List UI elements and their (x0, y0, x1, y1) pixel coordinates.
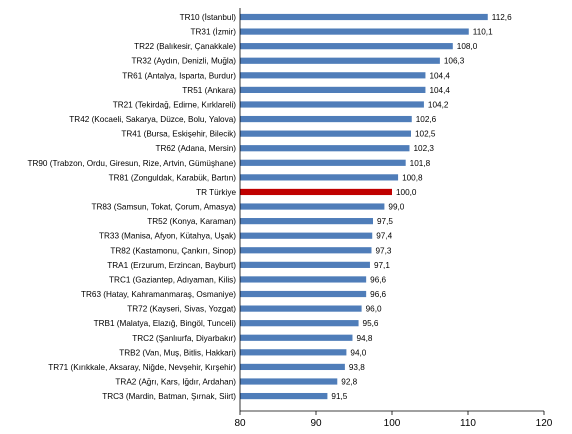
value-label: 112,6 (492, 13, 512, 22)
x-tick-label: 80 (234, 418, 246, 429)
bar-highlight (240, 188, 392, 196)
value-label: 100,0 (396, 188, 417, 197)
bar (240, 320, 359, 327)
bar (240, 363, 345, 371)
value-label: 96,0 (366, 305, 382, 314)
category-label: TR51 (Ankara) (182, 86, 236, 95)
category-label: TR42 (Kocaeli, Sakarya, Düzce, Bolu, Yal… (69, 115, 236, 124)
value-label: 97,1 (374, 261, 390, 270)
bar (240, 13, 488, 21)
category-label: TR41 (Bursa, Eskişehir, Bilecik) (121, 130, 236, 139)
category-label: TR82 (Kastamonu, Çankırı, Sinop) (110, 246, 236, 255)
category-label: TR33 (Manisa, Afyon, Kütahya, Uşak) (99, 232, 236, 241)
bar (240, 261, 370, 268)
category-label: TR81 (Zonguldak, Karabük, Bartın) (109, 173, 237, 182)
category-label: TR83 (Samsun, Tokat, Çorum, Amasya) (91, 203, 236, 212)
bar (240, 28, 469, 35)
bar (240, 159, 406, 166)
category-label: TR71 (Kırıkkale, Aksaray, Niğde, Nevşehi… (48, 363, 236, 372)
bar (240, 378, 338, 385)
bar (240, 305, 362, 312)
category-label: TR10 (İstanbul) (180, 12, 237, 22)
value-label: 106,3 (444, 57, 465, 66)
category-label: TR72 (Kayseri, Sivas, Yozgat) (127, 305, 236, 314)
x-tick-label: 110 (460, 418, 476, 429)
category-label: TR22 (Balıkesir, Çanakkale) (134, 42, 236, 51)
category-label: TR90 (Trabzon, Ordu, Giresun, Rize, Artv… (27, 159, 236, 168)
x-tick-label: 100 (384, 418, 401, 429)
category-label: TR21 (Tekirdağ, Edirne, Kırklareli) (113, 100, 237, 109)
value-label: 97,5 (377, 217, 393, 226)
bar (240, 174, 399, 181)
bar (240, 276, 367, 283)
value-label: 96,6 (370, 290, 386, 299)
category-label: TR62 (Adana, Mersin) (155, 144, 236, 153)
bar (240, 218, 373, 225)
x-tick-label: 90 (310, 418, 322, 429)
bar (240, 349, 347, 356)
value-label: 92,8 (341, 378, 357, 387)
category-label: TRC1 (Gaziantep, Adıyaman, Kilis) (109, 275, 236, 284)
value-label: 100,8 (402, 173, 423, 182)
category-label: TRB2 (Van, Muş, Bitlis, Hakkari) (119, 348, 236, 357)
bar (240, 232, 373, 239)
value-label: 95,6 (363, 319, 379, 328)
category-label: TRC2 (Şanlıurfa, Diyarbakır) (132, 334, 236, 343)
value-label: 94,0 (350, 348, 366, 357)
value-label: 104,2 (428, 100, 449, 109)
value-label: 104,4 (429, 86, 450, 95)
category-label: TRA2 (Ağrı, Kars, Iğdır, Ardahan) (115, 378, 236, 387)
category-label: TR Türkiye (196, 188, 236, 197)
category-label: TRC3 (Mardin, Batman, Şırnak, Siirt) (102, 392, 236, 401)
x-tick-label: 120 (536, 418, 553, 429)
bar (240, 115, 412, 123)
value-label: 93,8 (349, 363, 365, 372)
bar (240, 43, 453, 50)
value-label: 104,4 (429, 71, 450, 80)
value-label: 97,3 (375, 246, 391, 255)
bar (240, 334, 353, 341)
bar (240, 145, 410, 152)
value-label: 96,6 (370, 275, 386, 284)
value-label: 102,5 (415, 130, 436, 139)
bar (240, 86, 426, 93)
category-label: TR63 (Hatay, Kahramanmaraş, Osmaniye) (81, 290, 236, 299)
value-label: 99,0 (388, 203, 404, 212)
x-axis: 80 90 100 110 120 (234, 8, 553, 429)
category-label: TRB1 (Malatya, Elazığ, Bingöl, Tunceli) (94, 319, 237, 328)
value-label: 97,4 (376, 232, 392, 241)
category-label: TR52 (Konya, Karaman) (147, 217, 236, 226)
value-label: 108,0 (457, 42, 478, 51)
category-label: TR32 (Aydın, Denizli, Muğla) (131, 57, 236, 66)
bar (240, 392, 328, 400)
value-label: 102,6 (416, 115, 437, 124)
bar (240, 130, 411, 137)
bar (240, 290, 367, 298)
value-label: 94,8 (356, 334, 372, 343)
value-label: 101,8 (410, 159, 431, 168)
category-label: TR31 (İzmir) (191, 27, 237, 37)
value-label: 91,5 (331, 392, 347, 401)
value-label: 102,3 (413, 144, 434, 153)
bar (240, 247, 372, 254)
bar (240, 101, 424, 108)
value-label: 110,1 (473, 28, 493, 37)
bar (240, 203, 385, 210)
bar (240, 72, 426, 79)
bars-group: TR10 (İstanbul) 112,6 TR31 (İzmir) 110,1 TR2… (27, 12, 512, 401)
category-label: TRA1 (Erzurum, Erzincan, Bayburt) (107, 261, 236, 270)
category-label: TR61 (Antalya, Isparta, Burdur) (122, 71, 236, 80)
bar (240, 57, 440, 64)
